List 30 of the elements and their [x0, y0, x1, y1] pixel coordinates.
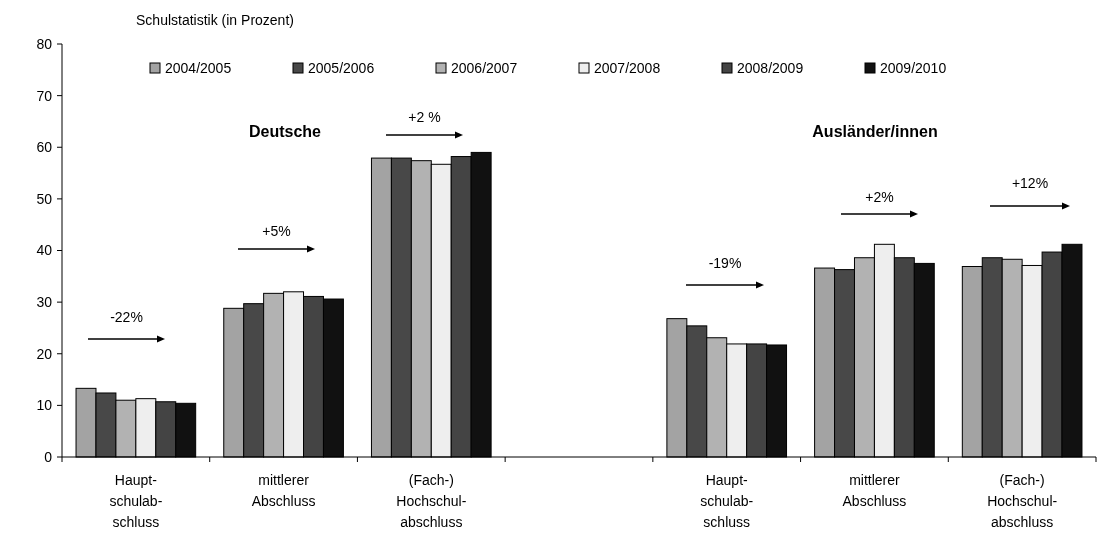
- chart-title: Schulstatistik (in Prozent): [136, 12, 294, 28]
- annotation: -19%: [708, 255, 742, 271]
- annotation: -22%: [110, 309, 143, 325]
- legend-label: 2007/2008: [594, 60, 661, 76]
- x-tick-label: mittlerer Abschluss: [251, 472, 316, 509]
- legend-label: 2009/2010: [880, 60, 947, 76]
- x-tick-label: Haupt- schulab- schluss: [109, 472, 163, 530]
- y-tick-label: 40: [36, 242, 53, 259]
- x-tick-label: (Fach-) Hochschul- abschluss: [987, 472, 1058, 530]
- annotation: Ausländer/innen: [812, 123, 938, 140]
- y-tick-label: 50: [36, 190, 53, 207]
- y-tick-label: 60: [36, 139, 53, 156]
- annotation: +12%: [1011, 175, 1049, 191]
- legend-label: 2006/2007: [451, 60, 518, 76]
- legend-label: 2008/2009: [737, 60, 804, 76]
- annotation: Deutsche: [248, 123, 322, 140]
- y-tick-label: 70: [36, 87, 53, 104]
- annotation: +2%: [865, 189, 894, 205]
- x-tick-label: mittlerer Abschluss: [842, 472, 907, 509]
- y-tick-label: 30: [36, 294, 53, 311]
- annotation: +2 %: [408, 109, 441, 125]
- y-tick-label: 0: [44, 448, 53, 465]
- y-tick-label: 20: [36, 345, 53, 362]
- legend-label: 2005/2006: [308, 60, 375, 76]
- x-tick-label: (Fach-) Hochschul- abschluss: [396, 472, 467, 530]
- y-tick-label: 10: [36, 397, 53, 414]
- legend-label: 2004/2005: [165, 60, 232, 76]
- x-tick-label: Haupt- schulab- schluss: [700, 472, 754, 530]
- annotation: +5%: [262, 223, 291, 239]
- y-tick-label: 80: [36, 35, 53, 52]
